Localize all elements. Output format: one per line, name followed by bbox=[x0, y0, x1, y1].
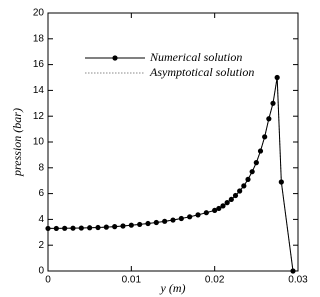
marker bbox=[262, 134, 268, 140]
marker bbox=[70, 225, 76, 231]
series-line bbox=[48, 77, 294, 272]
y-tick-label: 6 bbox=[38, 188, 44, 199]
x-tick-label: 0.01 bbox=[122, 275, 142, 286]
marker bbox=[128, 222, 134, 228]
series-line bbox=[48, 77, 294, 272]
marker bbox=[232, 192, 239, 199]
y-tick-label: 2 bbox=[38, 240, 44, 251]
marker bbox=[120, 223, 126, 229]
marker bbox=[137, 221, 143, 228]
legend-label: Numerical solution bbox=[149, 50, 242, 64]
marker bbox=[228, 196, 234, 203]
marker bbox=[274, 74, 280, 81]
y-axis-label: pression (bar) bbox=[10, 108, 24, 177]
marker bbox=[53, 225, 59, 232]
marker bbox=[224, 200, 230, 206]
marker bbox=[187, 214, 193, 220]
x-axis-label: y (m) bbox=[160, 281, 186, 295]
y-tick-label: 14 bbox=[33, 85, 45, 96]
marker bbox=[220, 203, 226, 209]
marker bbox=[290, 268, 296, 274]
marker bbox=[95, 224, 101, 231]
marker bbox=[87, 225, 93, 231]
marker bbox=[170, 217, 176, 223]
marker bbox=[112, 224, 118, 230]
marker bbox=[178, 215, 184, 222]
x-tick-label: 0.02 bbox=[205, 275, 225, 286]
marker bbox=[249, 169, 255, 175]
y-tick-label: 0 bbox=[38, 266, 44, 277]
marker bbox=[245, 176, 251, 183]
marker bbox=[78, 225, 84, 231]
marker bbox=[203, 210, 209, 216]
y-tick-label: 12 bbox=[33, 111, 45, 122]
marker bbox=[270, 100, 276, 106]
marker bbox=[212, 207, 218, 213]
legend-label: Asymptotical solution bbox=[149, 65, 254, 79]
y-tick-label: 16 bbox=[33, 59, 45, 70]
y-tick-label: 8 bbox=[38, 162, 44, 173]
x-tick-label: 0 bbox=[45, 275, 51, 286]
y-tick-label: 20 bbox=[33, 8, 45, 19]
marker bbox=[103, 224, 109, 230]
marker bbox=[153, 219, 159, 226]
marker bbox=[237, 188, 243, 194]
legend-marker bbox=[112, 55, 118, 61]
y-tick-label: 18 bbox=[33, 33, 45, 44]
marker bbox=[45, 225, 51, 232]
y-tick-label: 10 bbox=[33, 137, 45, 148]
marker bbox=[266, 116, 272, 122]
marker bbox=[241, 183, 247, 189]
marker bbox=[216, 205, 222, 212]
marker bbox=[162, 218, 168, 224]
y-tick-label: 4 bbox=[38, 214, 44, 225]
marker bbox=[145, 220, 151, 227]
marker bbox=[257, 148, 264, 154]
marker bbox=[62, 225, 68, 231]
marker bbox=[278, 179, 284, 185]
marker bbox=[253, 160, 259, 166]
marker bbox=[195, 212, 201, 218]
x-tick-label: 0.03 bbox=[288, 275, 308, 286]
